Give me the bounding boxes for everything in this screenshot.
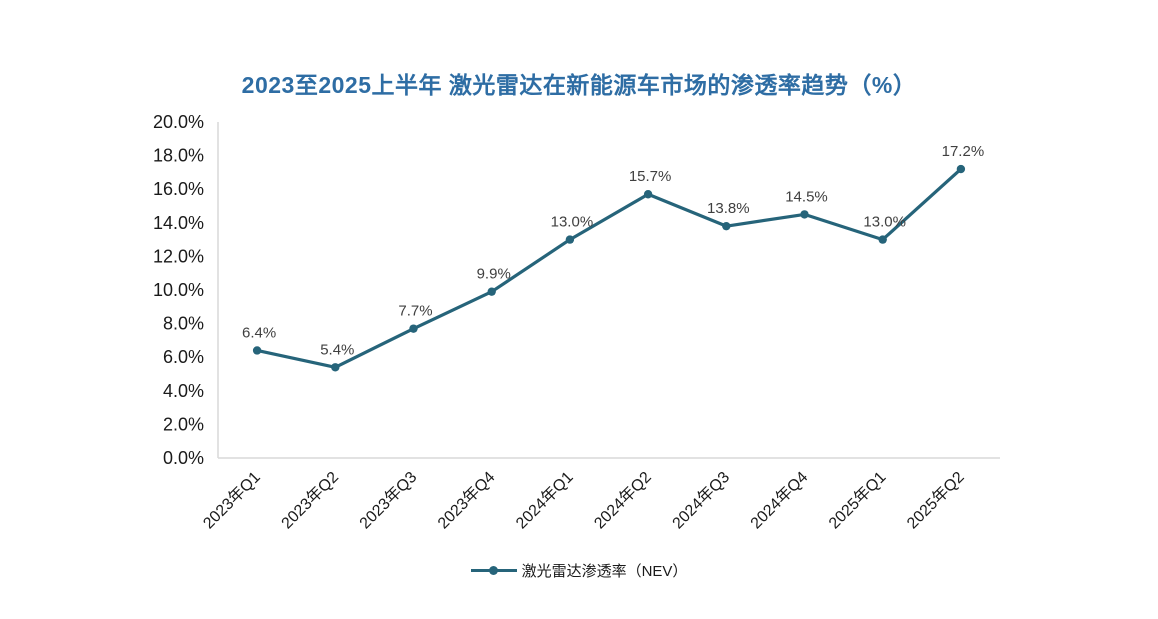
data-point bbox=[643, 190, 653, 199]
x-tick-label: 2024年Q1 bbox=[512, 468, 576, 532]
y-tick-label: 8.0% bbox=[163, 314, 204, 334]
data-label: 6.4% bbox=[242, 324, 276, 341]
data-label: 7.7% bbox=[398, 303, 432, 320]
data-point bbox=[800, 210, 809, 219]
y-tick-label: 2.0% bbox=[163, 414, 204, 434]
data-point bbox=[409, 324, 418, 333]
x-tick-label: 2023年Q2 bbox=[278, 468, 342, 532]
x-tick-label: 2024年Q3 bbox=[669, 468, 733, 532]
x-tick-label: 2025年Q1 bbox=[825, 468, 889, 532]
data-label: 14.5% bbox=[785, 188, 828, 205]
y-tick-label: 16.0% bbox=[153, 179, 204, 199]
data-label: 13.8% bbox=[707, 200, 750, 217]
x-tick-label: 2024年Q4 bbox=[747, 468, 811, 532]
chart-title: 2023至2025上半年 激光雷达在新能源车市场的渗透率趋势（%） bbox=[241, 72, 917, 98]
data-label: 15.7% bbox=[629, 168, 672, 185]
y-tick-label: 14.0% bbox=[153, 213, 204, 233]
series-line bbox=[255, 167, 963, 369]
data-point bbox=[331, 363, 340, 372]
data-point bbox=[487, 287, 496, 296]
y-tick-label: 6.0% bbox=[163, 347, 204, 367]
y-tick-label: 20.0% bbox=[153, 112, 204, 132]
legend-dot-icon bbox=[489, 566, 499, 575]
data-label: 17.2% bbox=[942, 143, 985, 160]
data-label: 13.0% bbox=[863, 214, 906, 231]
y-tick-label: 10.0% bbox=[153, 280, 204, 300]
data-point bbox=[956, 164, 966, 174]
data-label: 9.9% bbox=[477, 266, 511, 283]
data-point bbox=[722, 221, 731, 231]
legend-label: 激光雷达渗透率（NEV） bbox=[521, 563, 688, 580]
x-tick-label: 2023年Q1 bbox=[200, 468, 264, 532]
legend-line-marker bbox=[470, 566, 517, 575]
x-tick-label: 2023年Q3 bbox=[356, 468, 420, 532]
y-tick-label: 0.0% bbox=[163, 448, 204, 468]
x-tick-label: 2025年Q2 bbox=[903, 468, 967, 532]
y-tick-label: 12.0% bbox=[153, 246, 204, 266]
data-label: 13.0% bbox=[551, 214, 594, 231]
data-point bbox=[565, 235, 575, 244]
legend: 激光雷达渗透率（NEV） bbox=[0, 560, 1158, 581]
data-point bbox=[252, 346, 262, 355]
y-tick-label: 4.0% bbox=[163, 381, 204, 401]
x-tick-label: 2023年Q4 bbox=[434, 468, 498, 532]
data-label: 5.4% bbox=[320, 341, 354, 358]
x-tick-label: 2024年Q2 bbox=[591, 468, 655, 532]
y-tick-label: 18.0% bbox=[153, 146, 204, 166]
data-point bbox=[878, 235, 887, 244]
